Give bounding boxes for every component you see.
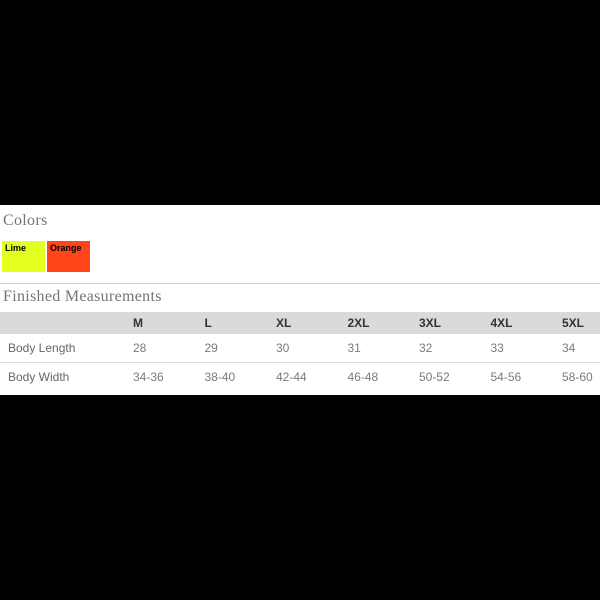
measurements-section-title: Finished Measurements [3, 288, 162, 305]
table-cell: 31 [347, 341, 361, 355]
column-header-3xl: 3XL [411, 312, 483, 334]
column-header-xl: XL [268, 312, 340, 334]
column-header-2xl: 2XL [339, 312, 411, 334]
column-header-5xl: 5XL [554, 312, 600, 334]
table-cell: 58-60 [554, 362, 600, 391]
column-header-4xl: 4XL [482, 312, 554, 334]
column-header-m: M [125, 312, 197, 334]
row-label: Body Length [8, 341, 76, 355]
table-cell: 50-52 [411, 362, 483, 391]
table-cell: 30 [276, 341, 290, 355]
color-swatch-lime[interactable]: Lime [2, 241, 45, 272]
table-cell: 28 [133, 341, 147, 355]
color-swatch-orange[interactable]: Orange [47, 241, 90, 272]
color-swatch-row: Lime Orange [2, 241, 92, 272]
table-cell: 32 [419, 341, 433, 355]
table-cell: 42-44 [268, 362, 340, 391]
column-header-blank [0, 312, 125, 334]
table-cell: 29 [204, 341, 218, 355]
colors-section-title: Colors [3, 212, 48, 229]
table-cell: 34 [562, 341, 576, 355]
table-cell: 38-40 [196, 362, 268, 391]
table-cell: 54-56 [482, 362, 554, 391]
column-header-l: L [196, 312, 268, 334]
measurements-table: M L XL 2XL 3XL 4XL 5XL Body Length 28 29… [0, 312, 600, 391]
color-swatch-label: Orange [50, 243, 82, 253]
color-swatch-label: Lime [5, 243, 27, 253]
table-cell: 34-36 [125, 362, 197, 391]
section-divider [0, 283, 600, 284]
table-row-body-width: Body Width 34-36 38-40 42-44 46-48 50-52… [0, 362, 600, 391]
content-band: Colors Lime Orange Finished Measurements… [0, 205, 600, 395]
table-cell: 33 [490, 341, 504, 355]
table-row-body-length: Body Length 28 29 30 31 32 33 34 [0, 334, 600, 363]
row-label: Body Width [0, 362, 125, 391]
table-header-row: M L XL 2XL 3XL 4XL 5XL [0, 312, 600, 334]
table-cell: 46-48 [339, 362, 411, 391]
